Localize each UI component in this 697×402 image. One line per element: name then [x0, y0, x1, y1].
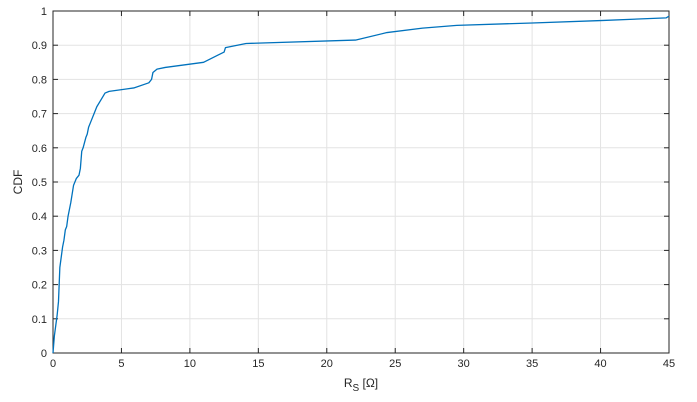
- x-tick-label: 15: [252, 358, 264, 370]
- x-tick-label: 10: [184, 358, 196, 370]
- y-tick-label: 0.3: [32, 245, 47, 257]
- x-tick-label: 20: [321, 358, 333, 370]
- y-axis-label: CDF: [11, 170, 25, 195]
- cdf-series-line: [52, 15, 670, 354]
- x-axis-label: RS [Ω]: [344, 376, 378, 394]
- x-tick-label: 25: [389, 358, 401, 370]
- y-tick-label: 0.4: [32, 211, 47, 223]
- y-tick-label: 0.8: [32, 74, 47, 86]
- x-tick-label: 30: [458, 358, 470, 370]
- x-axis-label-main: R: [344, 376, 353, 390]
- y-tick-label: 0.5: [32, 177, 47, 189]
- grid: [52, 10, 670, 354]
- series-group: [52, 15, 670, 354]
- x-tick-label: 40: [594, 358, 606, 370]
- ticks: 0 5 10 15 20 25 30 35 40 45 0 0.1 0.2 0.3 0.4 0.5 0.6 0.7…: [32, 6, 675, 370]
- x-tick-label: 5: [118, 358, 124, 370]
- x-tick-label: 0: [50, 358, 56, 370]
- y-tick-label: 1: [41, 6, 47, 18]
- y-tick-label: 0.2: [32, 280, 47, 292]
- y-tick-label: 0.7: [32, 109, 47, 121]
- y-tick-label: 0: [41, 348, 47, 360]
- y-tick-label: 0.9: [32, 40, 47, 52]
- x-axis-label-subscript: S: [353, 383, 360, 394]
- x-axis-label-unit: [Ω]: [359, 376, 378, 390]
- x-tick-label: 45: [663, 358, 675, 370]
- y-tick-label: 0.6: [32, 143, 47, 155]
- x-tick-label: 35: [526, 358, 538, 370]
- y-tick-label: 0.1: [32, 314, 47, 326]
